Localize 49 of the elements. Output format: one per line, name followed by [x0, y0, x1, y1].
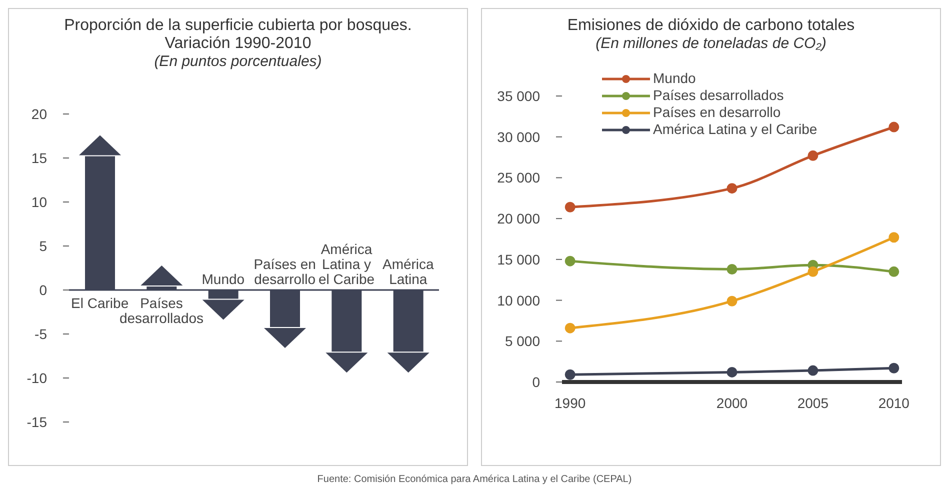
- chart-title: Proporción de la superficie cubierta por bosques. Variación 1990-2010: [63, 17, 413, 53]
- x-tick-label: América Latina y el Caribe: [318, 241, 375, 287]
- y-tick-label: 0: [532, 374, 540, 390]
- point: [564, 256, 576, 266]
- point: [726, 264, 738, 274]
- y-tick-label: 5 000: [504, 333, 540, 350]
- x-tick-label: Mundo: [202, 271, 245, 287]
- y-tick-label: 25 000: [497, 170, 540, 186]
- point: [888, 122, 900, 132]
- point: [564, 322, 576, 334]
- chart-subtitle: (En puntos porcentuales): [153, 53, 323, 70]
- y-tick-label: 20 000: [497, 210, 540, 227]
- point: [564, 202, 576, 212]
- x-tick-label: 1990: [554, 394, 586, 411]
- y-tick-label: -5: [34, 326, 48, 342]
- point: [726, 366, 738, 378]
- y-tick-label: 5: [39, 238, 48, 254]
- y-tick-label: 20: [31, 106, 48, 122]
- chart-title: Emisiones de dióxido de carbono totales: [566, 17, 856, 35]
- legend-label: Mundo: [653, 70, 696, 87]
- y-tick-label: -15: [26, 414, 48, 430]
- legend-label: América Latina y el Caribe: [653, 121, 818, 138]
- point: [808, 365, 818, 376]
- legend-label: Países en desarrollo: [653, 104, 781, 121]
- y-tick-label: -10: [26, 370, 48, 386]
- x-tick-label: 2010: [878, 394, 910, 411]
- point: [726, 296, 738, 306]
- x-tick-label: Países en desarrollo: [254, 256, 316, 287]
- point: [808, 266, 818, 277]
- y-tick-label: 30 000: [497, 128, 540, 145]
- point: [888, 362, 900, 374]
- x-tick-label: 2000: [716, 394, 748, 411]
- y-tick-label: 35 000: [497, 88, 540, 104]
- x-tick-label: El Caribe: [71, 295, 129, 311]
- y-tick-label: 15: [31, 150, 48, 166]
- point: [888, 232, 900, 243]
- legend-label: Países desarrollados: [653, 87, 784, 104]
- point: [808, 150, 818, 161]
- y-tick-label: 15 000: [497, 251, 540, 268]
- x-tick-label: América Latina: [382, 256, 434, 287]
- point: [888, 266, 900, 277]
- source-note: Fuente: Comisión Económica para América Latina y el Caribe (CEPAL): [316, 474, 633, 485]
- point: [564, 369, 576, 380]
- y-tick-label: 10 000: [497, 292, 540, 308]
- x-tick-label: 2005: [797, 394, 829, 411]
- point: [726, 183, 738, 194]
- y-tick-label: 0: [39, 282, 48, 298]
- y-tick-label: 10: [31, 194, 48, 210]
- chart-subtitle: (En millones de toneladas de CO₂): [594, 35, 828, 52]
